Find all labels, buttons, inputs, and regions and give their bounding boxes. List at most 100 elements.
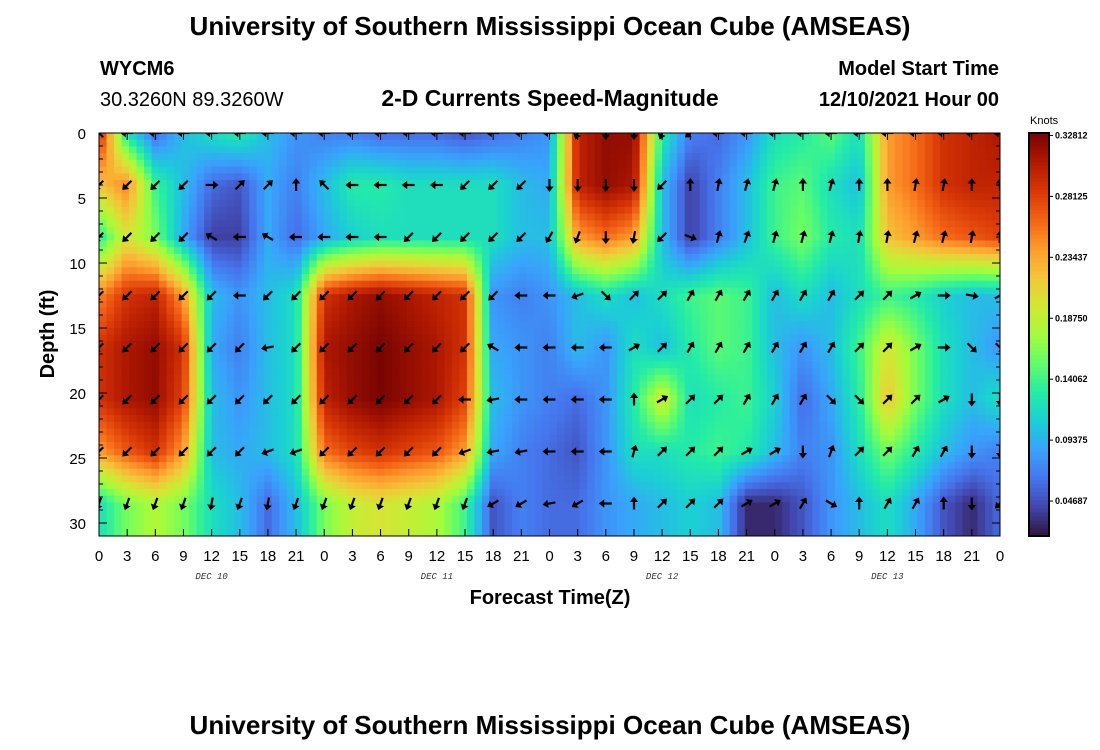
heatmap-cell [752,368,761,376]
heatmap-cell [564,314,573,322]
heatmap-cell [436,227,445,235]
heatmap-cell [361,233,370,242]
heatmap-cell [121,193,130,201]
heatmap-cell [496,213,506,221]
heatmap-cell [196,166,205,174]
heatmap-cell [789,133,798,141]
heatmap-cell [226,180,235,188]
heatmap-cell [969,307,979,315]
heatmap-cell [857,153,866,161]
heatmap-cell [917,334,926,342]
heatmap-cell [466,334,476,342]
heatmap-cell [654,146,663,154]
heatmap-cell [789,159,798,168]
heatmap-cell [729,280,738,289]
heatmap-cell [391,334,400,342]
heatmap-cell [241,321,250,329]
heatmap-cell [984,374,994,383]
heatmap-cell [684,220,693,228]
heatmap-cell [459,314,468,322]
heatmap-cell [579,388,588,396]
heatmap-cell [617,220,626,228]
heatmap-cell [226,361,235,369]
heatmap-cell [924,247,934,255]
heatmap-cell [504,206,513,215]
heatmap-cell [219,354,228,362]
heatmap-cell [857,294,866,302]
heatmap-cell [669,374,678,383]
heatmap-cell [917,401,926,409]
heatmap-cell [511,267,521,275]
heatmap-cell [557,220,566,228]
heatmap-cell [902,227,911,235]
heatmap-cell [992,173,1000,181]
heatmap-cell [789,233,798,242]
heatmap-cell [969,220,979,228]
heatmap-cell [669,314,678,322]
heatmap-cell [339,334,348,342]
heatmap-cell [549,213,558,221]
heatmap-cell [857,253,866,262]
heatmap-cell [286,274,295,282]
heatmap-cell [954,186,964,195]
heatmap-cell [99,267,108,275]
heatmap-cell [692,213,701,221]
heatmap-cell [181,401,190,409]
heatmap-cell [406,280,415,289]
heatmap-cell [204,200,213,208]
heatmap-cell [211,334,220,342]
heatmap-cell [121,394,130,403]
heatmap-cell [496,139,506,148]
heatmap-cell [624,401,633,409]
heatmap-cell [346,314,355,322]
heatmap-cell [361,314,370,322]
heatmap-cell [331,247,340,255]
heatmap-cell [121,408,130,416]
heatmap-cell [594,401,603,409]
heatmap-cell [549,233,558,242]
heatmap-cell [602,300,611,309]
heatmap-cell [827,381,836,389]
heatmap-cell [947,388,956,396]
heatmap-cell [129,327,138,336]
heatmap-cell [436,381,445,389]
heatmap-cell [376,274,385,282]
heatmap-cell [782,280,791,289]
heatmap-cell [526,193,536,201]
heatmap-cell [264,321,273,329]
heatmap-cell [369,180,378,188]
heatmap-cell [827,240,836,248]
heatmap-cell [406,307,415,315]
heatmap-cell [301,274,310,282]
heatmap-cell [587,327,596,336]
heatmap-cell [301,159,310,168]
heatmap-cell [857,401,866,409]
heatmap-cell [894,401,903,409]
heatmap-cell [564,200,573,208]
heatmap-cell [489,240,498,248]
heatmap-cell [339,347,348,356]
heatmap-cell [587,180,596,188]
heatmap-cell [496,394,506,403]
heatmap-cell [579,294,588,302]
heatmap-cell [331,180,340,188]
heatmap-cell [684,159,693,168]
heatmap-cell [752,274,761,282]
heatmap-cell [932,247,941,255]
heatmap-cell [399,146,408,154]
heatmap-cell [211,153,220,161]
heatmap-cell [271,341,280,349]
heatmap-cell [121,321,130,329]
heatmap-cell [774,200,783,208]
heatmap-cell [707,180,716,188]
heatmap-cell [511,139,521,148]
heatmap-cell [429,240,438,248]
heatmap-cell [114,206,123,215]
heatmap-cell [399,307,408,315]
heatmap-cell [189,206,198,215]
heatmap-cell [617,240,626,248]
heatmap-cell [474,368,483,376]
heatmap-cell [414,253,423,262]
heatmap-cell [106,374,115,383]
heatmap-cell [947,193,956,201]
